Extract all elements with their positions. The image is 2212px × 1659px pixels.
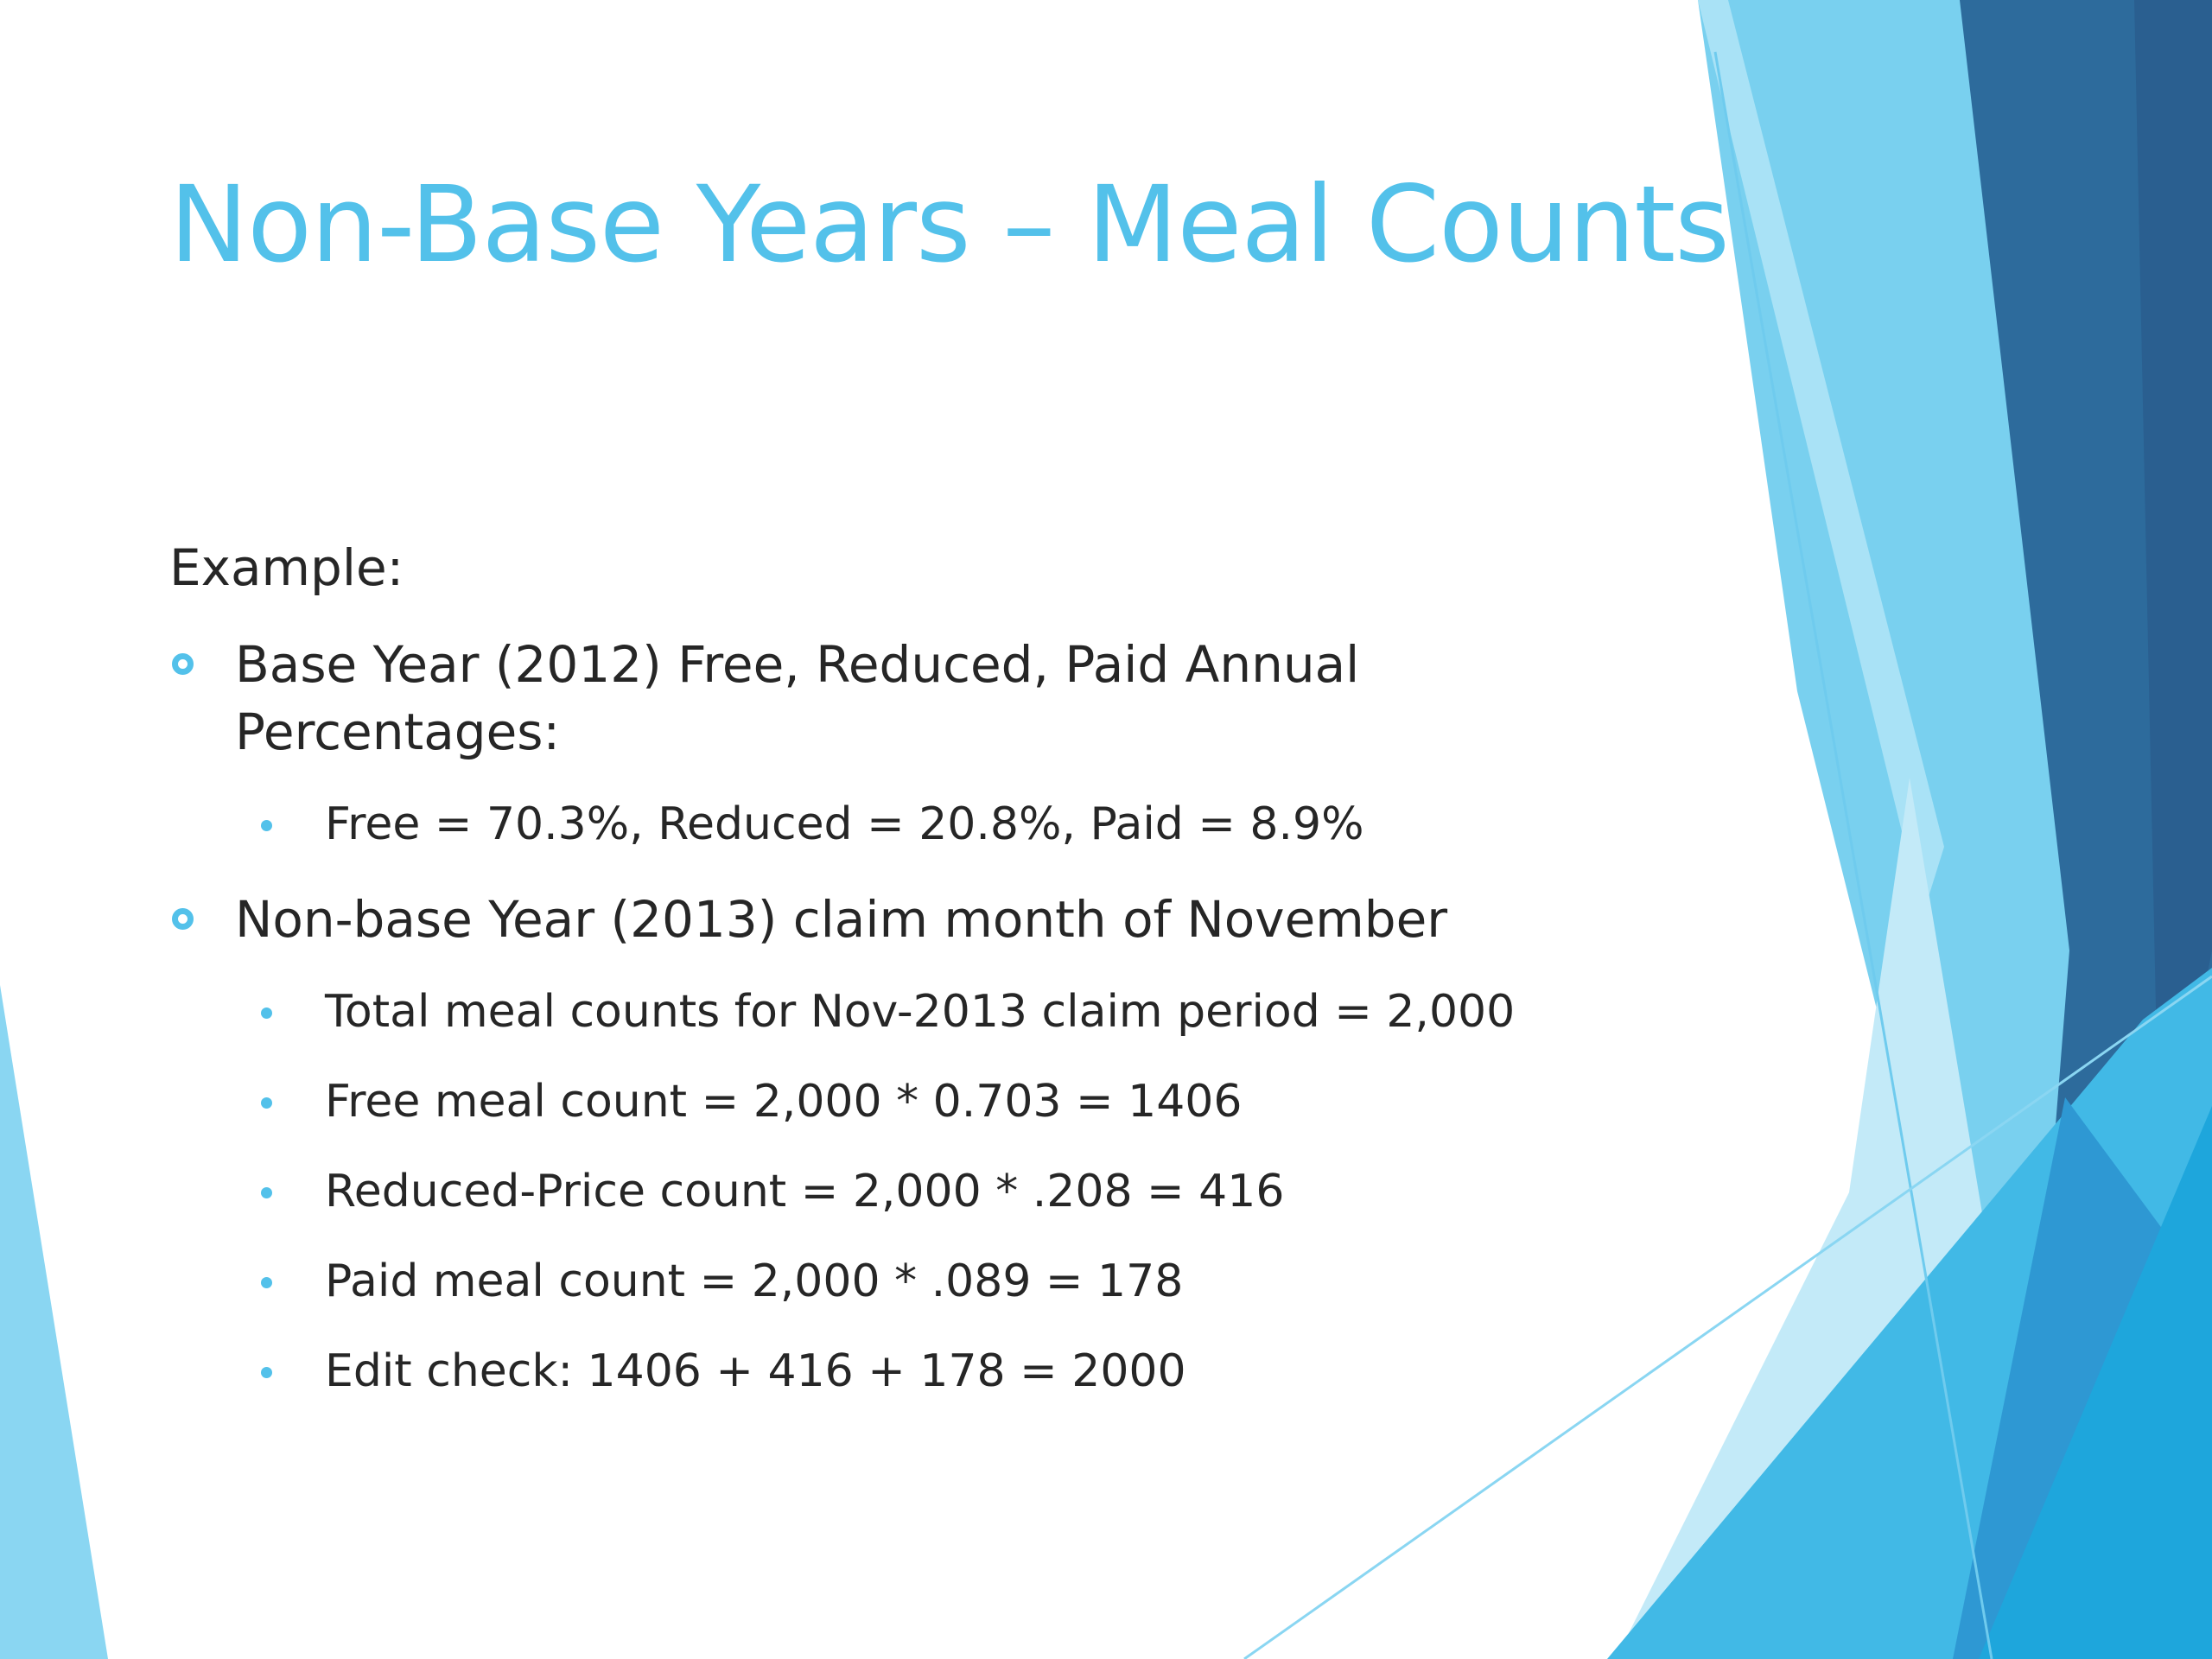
dot-bullet-icon xyxy=(261,1187,272,1198)
dot-bullet-icon xyxy=(261,1277,272,1288)
sub-bullet-total: Total meal counts for Nov-2013 claim per… xyxy=(261,984,1515,1039)
ring-bullet-icon xyxy=(172,908,194,930)
bullet-non-base-year: Non-base Year (2013) claim month of Nove… xyxy=(169,886,1552,953)
sub-bullet-free: Free meal count = 2,000 * 0.703 = 1406 xyxy=(261,1074,1242,1129)
dot-bullet-icon xyxy=(261,1367,272,1378)
right-accent-sliver xyxy=(1698,0,1944,916)
lower-accent-bright xyxy=(1979,1106,2212,1659)
dot-bullet-icon xyxy=(261,1097,272,1109)
bullet-base-year: Base Year (2012) Free, Reduced, Paid Ann… xyxy=(169,631,1552,766)
dot-bullet-icon xyxy=(261,820,272,831)
left-accent-shape xyxy=(0,985,108,1659)
sub-bullet-text: Free meal count = 2,000 * 0.703 = 1406 xyxy=(325,1076,1243,1128)
sub-bullet-edit-check: Edit check: 1406 + 416 + 178 = 2000 xyxy=(261,1344,1186,1399)
sub-bullet-paid: Paid meal count = 2,000 * .089 = 178 xyxy=(261,1254,1183,1309)
sub-bullet-text: Free = 70.3%, Reduced = 20.8%, Paid = 8.… xyxy=(325,798,1364,850)
example-label: Example: xyxy=(169,538,404,597)
sub-bullet-text: Reduced-Price count = 2,000 * .208 = 416 xyxy=(325,1166,1285,1217)
sub-bullet-percentages: Free = 70.3%, Reduced = 20.8%, Paid = 8.… xyxy=(261,797,1364,852)
sub-bullet-text: Edit check: 1406 + 416 + 178 = 2000 xyxy=(325,1345,1186,1397)
bullet-text: Base Year (2012) Free, Reduced, Paid Ann… xyxy=(235,635,1360,761)
thin-line-1 xyxy=(1713,51,1993,1659)
sub-bullet-reduced: Reduced-Price count = 2,000 * .208 = 416 xyxy=(261,1164,1284,1219)
sub-bullet-text: Paid meal count = 2,000 * .089 = 178 xyxy=(325,1255,1184,1307)
ring-bullet-icon xyxy=(172,653,194,675)
dot-bullet-icon xyxy=(261,1007,272,1019)
bullet-text: Non-base Year (2013) claim month of Nove… xyxy=(235,890,1448,949)
sub-bullet-text: Total meal counts for Nov-2013 claim per… xyxy=(325,986,1516,1038)
thin-line-2 xyxy=(1243,975,2212,1659)
right-accent-dark-stripe xyxy=(2134,0,2212,1210)
slide-title: Non-Base Years – Meal Counts xyxy=(169,163,1730,286)
